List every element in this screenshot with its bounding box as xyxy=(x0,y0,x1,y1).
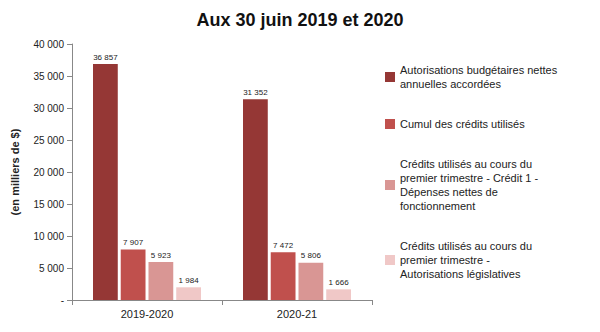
svg-text:Crédits utilisés au cours du: Crédits utilisés au cours du xyxy=(400,240,532,252)
svg-text:Autorisations budgétaires nett: Autorisations budgétaires nettes xyxy=(400,64,558,76)
svg-text:premier trimestre - Crédit 1 -: premier trimestre - Crédit 1 - xyxy=(400,172,538,184)
svg-text:2019-2020: 2019-2020 xyxy=(121,308,174,320)
svg-text:Dépenses nettes de: Dépenses nettes de xyxy=(400,186,498,198)
svg-text:5 923: 5 923 xyxy=(151,251,172,260)
svg-text:2020-21: 2020-21 xyxy=(277,308,317,320)
svg-text:fonctionnement: fonctionnement xyxy=(400,200,475,212)
svg-text:20 000: 20 000 xyxy=(33,167,64,178)
svg-text:Aux 30 juin 2019 et 2020: Aux 30 juin 2019 et 2020 xyxy=(196,10,403,30)
svg-text:(en milliers de $): (en milliers de $) xyxy=(9,128,21,215)
svg-text:10 000: 10 000 xyxy=(33,231,64,242)
svg-text:40 000: 40 000 xyxy=(33,39,64,50)
svg-text:35 000: 35 000 xyxy=(33,71,64,82)
svg-text:Cumul des crédits utilisés: Cumul des crédits utilisés xyxy=(400,118,525,130)
svg-text:7 907: 7 907 xyxy=(123,238,144,247)
svg-text:36 857: 36 857 xyxy=(93,53,118,62)
svg-text:1 666: 1 666 xyxy=(329,278,350,287)
svg-text:Autorisations législatives: Autorisations législatives xyxy=(400,268,521,280)
svg-text:7 472: 7 472 xyxy=(273,241,294,250)
svg-text:31 352: 31 352 xyxy=(243,88,268,97)
svg-text:1 984: 1 984 xyxy=(179,276,200,285)
svg-text:annuelles accordées: annuelles accordées xyxy=(400,78,501,90)
svg-text:-: - xyxy=(61,295,64,306)
svg-text:Crédits utilisés au cours du: Crédits utilisés au cours du xyxy=(400,158,532,170)
svg-text:5 000: 5 000 xyxy=(39,263,64,274)
svg-text:25 000: 25 000 xyxy=(33,135,64,146)
svg-text:5 806: 5 806 xyxy=(301,251,322,260)
svg-text:30 000: 30 000 xyxy=(33,103,64,114)
svg-text:15 000: 15 000 xyxy=(33,199,64,210)
svg-text:premier trimestre -: premier trimestre - xyxy=(400,254,490,266)
